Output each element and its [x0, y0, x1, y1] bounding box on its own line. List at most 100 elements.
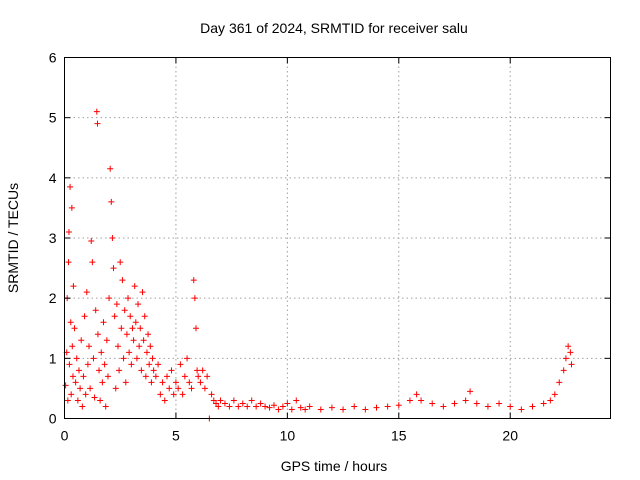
data-point	[186, 379, 193, 386]
data-point	[395, 402, 402, 409]
data-point	[125, 295, 132, 302]
data-point	[166, 385, 173, 392]
data-point	[93, 108, 100, 115]
data-point	[78, 337, 85, 344]
data-point	[248, 397, 255, 404]
data-point	[164, 373, 171, 380]
data-point	[473, 400, 480, 407]
data-point	[197, 379, 204, 386]
data-point	[88, 238, 95, 245]
data-point	[112, 385, 119, 392]
data-point	[127, 313, 134, 320]
y-tick-label: 1	[49, 350, 57, 366]
data-point	[143, 349, 150, 356]
grid	[64, 57, 611, 419]
data-point	[147, 343, 154, 350]
data-point	[77, 385, 84, 392]
data-point	[155, 361, 162, 368]
data-point	[181, 373, 188, 380]
y-tick-label: 4	[49, 170, 57, 186]
data-point	[80, 373, 87, 380]
data-point	[221, 400, 228, 407]
x-tick-label: 5	[172, 428, 180, 444]
data-point	[567, 349, 574, 356]
data-point	[121, 307, 128, 314]
data-point	[204, 373, 211, 380]
data-point	[184, 355, 191, 362]
data-point	[529, 403, 536, 410]
data-point	[81, 313, 88, 320]
data-point	[293, 397, 300, 404]
data-point	[146, 361, 153, 368]
data-point	[103, 337, 110, 344]
data-point	[62, 382, 69, 389]
data-point	[170, 391, 177, 398]
data-point	[440, 403, 447, 410]
data-point	[94, 331, 101, 338]
data-point	[275, 406, 282, 413]
data-point	[120, 355, 127, 362]
data-point	[104, 373, 111, 380]
data-point	[75, 367, 82, 374]
data-point	[69, 373, 76, 380]
data-point	[302, 406, 309, 413]
data-point	[210, 397, 217, 404]
data-point	[406, 397, 413, 404]
data-point	[71, 325, 78, 332]
data-point	[253, 403, 260, 410]
data-point	[128, 361, 135, 368]
data-point	[64, 397, 71, 404]
data-point	[451, 400, 458, 407]
data-point	[560, 367, 567, 374]
data-point	[100, 319, 107, 326]
data-point	[123, 331, 130, 338]
data-point	[199, 367, 206, 374]
data-points	[62, 108, 575, 422]
data-point	[172, 379, 179, 386]
data-point	[130, 337, 137, 344]
data-point	[68, 391, 75, 398]
data-point	[86, 343, 93, 350]
data-point	[175, 385, 182, 392]
data-point	[99, 379, 106, 386]
data-point	[239, 400, 246, 407]
data-point	[168, 367, 175, 374]
x-tick-label: 20	[502, 428, 518, 444]
data-point	[351, 403, 358, 410]
data-point	[142, 373, 149, 380]
data-point	[137, 325, 144, 332]
data-point	[135, 301, 142, 308]
data-point	[192, 325, 199, 332]
data-point	[68, 204, 75, 211]
data-point	[82, 391, 89, 398]
data-point	[226, 403, 233, 410]
data-point	[73, 355, 80, 362]
data-point	[284, 400, 291, 407]
y-tick-label: 5	[49, 110, 57, 126]
data-point	[288, 406, 295, 413]
data-point	[496, 400, 503, 407]
axis-ticks: 0 5 10 15 20 0 1 2 3 4 5 6	[49, 50, 611, 444]
data-point	[195, 373, 202, 380]
data-point	[140, 337, 147, 344]
data-point	[262, 403, 269, 410]
data-point	[540, 400, 547, 407]
data-point	[67, 183, 74, 190]
data-point	[429, 400, 436, 407]
data-point	[69, 343, 76, 350]
data-point	[340, 406, 347, 413]
data-point	[141, 313, 148, 320]
data-point	[191, 295, 198, 302]
data-point	[70, 283, 77, 290]
data-point	[568, 361, 575, 368]
data-point	[152, 373, 159, 380]
data-point	[133, 355, 140, 362]
data-point	[89, 259, 96, 266]
data-point	[565, 343, 572, 350]
data-point	[413, 391, 420, 398]
data-point	[235, 403, 242, 410]
y-tick-label: 6	[49, 50, 57, 66]
data-point	[97, 397, 104, 404]
